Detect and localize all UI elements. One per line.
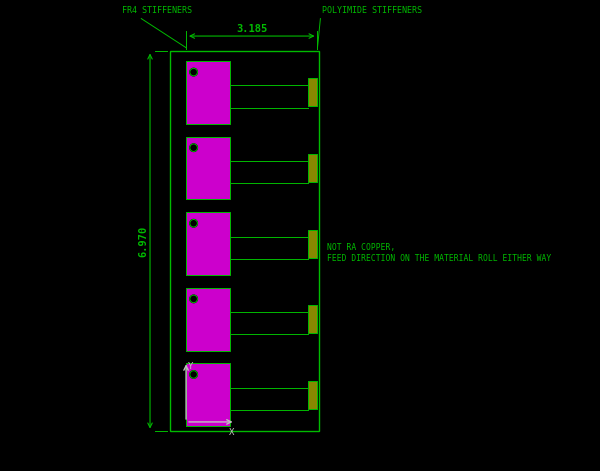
- Text: 6.970: 6.970: [139, 226, 149, 257]
- Circle shape: [190, 295, 197, 303]
- Bar: [308, 230, 317, 258]
- Text: FEED DIRECTION ON THE MATERIAL ROLL EITHER WAY: FEED DIRECTION ON THE MATERIAL ROLL EITH…: [328, 254, 551, 263]
- Bar: [170, 50, 319, 431]
- Bar: [186, 61, 230, 124]
- Text: 3.185: 3.185: [236, 24, 268, 34]
- Circle shape: [190, 144, 197, 152]
- Bar: [186, 288, 230, 350]
- Bar: [308, 381, 317, 409]
- Bar: [186, 364, 230, 426]
- Bar: [308, 305, 317, 333]
- Text: X: X: [229, 428, 234, 437]
- Bar: [308, 154, 317, 182]
- Circle shape: [190, 68, 197, 76]
- Text: FR4 STIFFENERS: FR4 STIFFENERS: [122, 6, 192, 15]
- Bar: [186, 137, 230, 199]
- Circle shape: [190, 371, 197, 378]
- Text: Y: Y: [188, 362, 193, 371]
- Text: POLYIMIDE STIFFENERS: POLYIMIDE STIFFENERS: [322, 6, 422, 15]
- Bar: [186, 212, 230, 275]
- Text: NOT RA COPPER,: NOT RA COPPER,: [328, 243, 395, 252]
- Bar: [308, 79, 317, 106]
- Circle shape: [190, 219, 197, 227]
